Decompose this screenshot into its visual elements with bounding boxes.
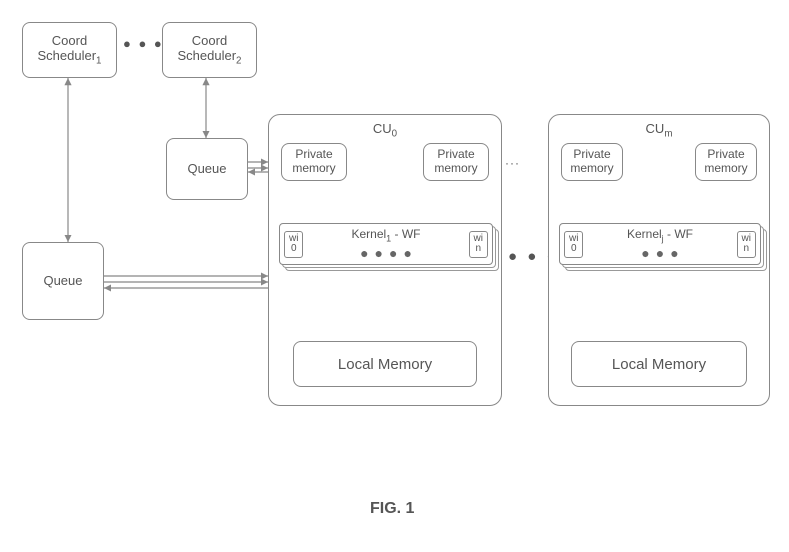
cu0-title-text: CU bbox=[373, 121, 392, 136]
cu0-local-memory-label: Local Memory bbox=[338, 356, 432, 373]
coord-scheduler-2-sub: 2 bbox=[236, 56, 241, 67]
compute-unit-m: CUm Private memory Private memory wi 0 K… bbox=[548, 114, 770, 406]
cum-local-memory: Local Memory bbox=[571, 341, 747, 387]
cum-wi-0: wi 0 bbox=[564, 231, 583, 258]
cu0-kernel-wavefront: wi 0 Kernel1 - WF ●●●● wi n bbox=[279, 223, 493, 265]
figure-label: FIG. 1 bbox=[370, 500, 414, 518]
cum-private-memory-left: Private memory bbox=[561, 143, 623, 181]
cu0-win-prefix: wi bbox=[474, 233, 483, 244]
queue-1: Queue bbox=[22, 242, 104, 320]
cu0-private-memory-left: Private memory bbox=[281, 143, 347, 181]
cum-private-memory-right: Private memory bbox=[695, 143, 757, 181]
cu0-private-memory-right: Private memory bbox=[423, 143, 489, 181]
coord-scheduler-1-sub: 1 bbox=[96, 56, 101, 67]
cu0-title-sub: 0 bbox=[392, 129, 397, 140]
cu0-kernel-suffix: - WF bbox=[391, 227, 420, 241]
cu0-kernel-label: Kernel1 - WF ●●●● bbox=[303, 227, 468, 261]
cum-kernel-stack: wi 0 Kernelj - WF ●●● wi n bbox=[559, 223, 761, 265]
cum-pm-left-l2: memory bbox=[570, 161, 613, 175]
cu0-pm-right-l1: Private bbox=[437, 147, 474, 161]
coord-scheduler-2-line2: Scheduler bbox=[178, 48, 237, 63]
coord-scheduler-2: Coord Scheduler2 bbox=[162, 22, 257, 78]
cum-wi0-num: 0 bbox=[571, 243, 577, 254]
queue-1-label: Queue bbox=[43, 273, 82, 289]
cum-pm-right-l1: Private bbox=[707, 147, 744, 161]
compute-unit-0: CU0 Private memory Private memory wi 0 K… bbox=[268, 114, 502, 406]
queue-2-label: Queue bbox=[187, 161, 226, 177]
cum-wi0-prefix: wi bbox=[569, 233, 578, 244]
cu0-wi0-prefix: wi bbox=[289, 233, 298, 244]
cu0-wi-n: wi n bbox=[469, 231, 488, 258]
coord-scheduler-1-line2: Scheduler bbox=[38, 48, 97, 63]
cu0-pm-ellipsis: ··· bbox=[505, 156, 520, 170]
cum-win-prefix: wi bbox=[742, 233, 751, 244]
cum-local-memory-label: Local Memory bbox=[612, 356, 706, 373]
cu0-kernel-stack: wi 0 Kernel1 - WF ●●●● wi n bbox=[279, 223, 493, 265]
scheduler-ellipsis: ● ● ● bbox=[123, 36, 164, 51]
cu0-wi-0: wi 0 bbox=[284, 231, 303, 258]
cum-kernel-suffix: - WF bbox=[664, 227, 693, 241]
cu0-title: CU0 bbox=[269, 121, 501, 140]
cum-kernel-prefix: Kernel bbox=[627, 227, 662, 241]
cum-title-text: CU bbox=[646, 121, 665, 136]
cu0-pm-left-l2: memory bbox=[292, 161, 335, 175]
queue-2: Queue bbox=[166, 138, 248, 200]
cum-title: CUm bbox=[549, 121, 769, 140]
coord-scheduler-2-line1: Coord bbox=[192, 33, 227, 48]
cu0-pm-left-l1: Private bbox=[295, 147, 332, 161]
cum-kernel-dots: ●●● bbox=[589, 245, 730, 261]
cu0-pm-right-l2: memory bbox=[434, 161, 477, 175]
cum-win-num: n bbox=[743, 243, 749, 254]
cu0-local-memory: Local Memory bbox=[293, 341, 477, 387]
coord-scheduler-1-line1: Coord bbox=[52, 33, 87, 48]
cu0-win-num: n bbox=[475, 243, 481, 254]
cum-kernel-label: Kernelj - WF ●●● bbox=[583, 227, 736, 261]
cum-pm-left-l1: Private bbox=[573, 147, 610, 161]
cum-pm-right-l2: memory bbox=[704, 161, 747, 175]
cu0-kernel-prefix: Kernel bbox=[351, 227, 386, 241]
cu0-wi0-num: 0 bbox=[291, 243, 297, 254]
cum-wi-n: wi n bbox=[737, 231, 756, 258]
cum-kernel-wavefront: wi 0 Kernelj - WF ●●● wi n bbox=[559, 223, 761, 265]
coord-scheduler-1: Coord Scheduler1 bbox=[22, 22, 117, 78]
cu0-kernel-dots: ●●●● bbox=[309, 245, 462, 261]
cum-title-sub: m bbox=[664, 129, 672, 140]
